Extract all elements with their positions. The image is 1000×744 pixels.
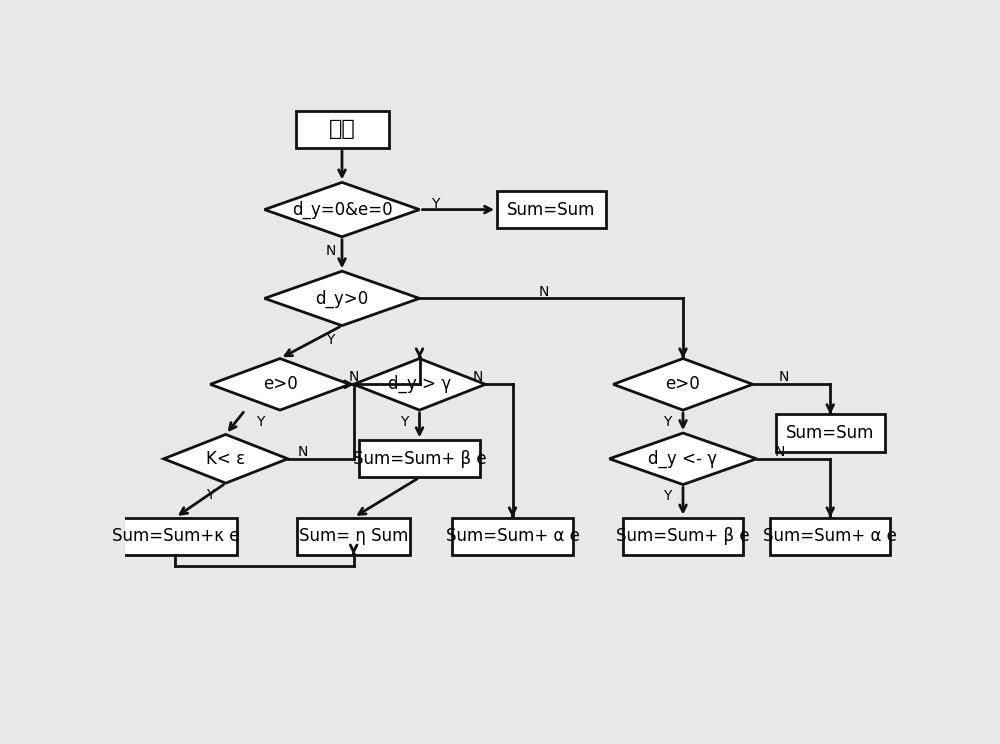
Polygon shape [609,433,757,484]
Text: d_y=0&e=0: d_y=0&e=0 [292,200,392,219]
Text: Sum=Sum: Sum=Sum [786,424,874,442]
FancyBboxPatch shape [623,518,743,555]
Text: Y: Y [431,197,439,211]
Text: N: N [775,445,785,459]
Polygon shape [354,359,485,410]
Text: N: N [298,445,308,459]
Text: N: N [325,244,336,258]
Text: Sum=Sum+ α e: Sum=Sum+ α e [446,527,579,545]
Polygon shape [264,182,420,237]
Text: N: N [538,284,549,298]
FancyBboxPatch shape [359,440,480,478]
Polygon shape [210,359,350,410]
FancyBboxPatch shape [770,518,890,555]
FancyBboxPatch shape [776,414,885,452]
Text: d_y>0: d_y>0 [315,289,369,307]
Text: N: N [472,371,483,385]
Text: K< ε: K< ε [206,450,245,468]
Text: e>0: e>0 [263,375,297,394]
FancyBboxPatch shape [497,191,606,228]
Text: Sum=Sum+ α e: Sum=Sum+ α e [763,527,897,545]
Text: Y: Y [400,414,408,429]
Text: N: N [779,371,789,385]
Polygon shape [164,434,288,483]
Text: Y: Y [663,414,672,429]
Polygon shape [613,359,753,410]
Text: Sum=Sum+ β e: Sum=Sum+ β e [616,527,750,545]
Text: Y: Y [256,414,265,429]
FancyBboxPatch shape [296,111,388,148]
FancyBboxPatch shape [297,518,410,555]
Text: d_y <- γ: d_y <- γ [648,449,718,468]
Text: d_y > γ: d_y > γ [388,375,451,394]
Text: 开始: 开始 [329,119,355,139]
Polygon shape [264,271,420,326]
FancyBboxPatch shape [113,518,237,555]
Text: Y: Y [663,489,672,503]
Text: Sum= η Sum: Sum= η Sum [299,527,408,545]
Text: e>0: e>0 [666,375,700,394]
FancyBboxPatch shape [452,518,573,555]
Text: N: N [348,371,359,385]
Text: Sum=Sum+κ e: Sum=Sum+κ e [112,527,239,545]
Text: Sum=Sum: Sum=Sum [507,201,595,219]
Text: Y: Y [206,487,214,501]
Text: Sum=Sum+ β e: Sum=Sum+ β e [353,450,486,468]
Text: Y: Y [326,333,335,347]
